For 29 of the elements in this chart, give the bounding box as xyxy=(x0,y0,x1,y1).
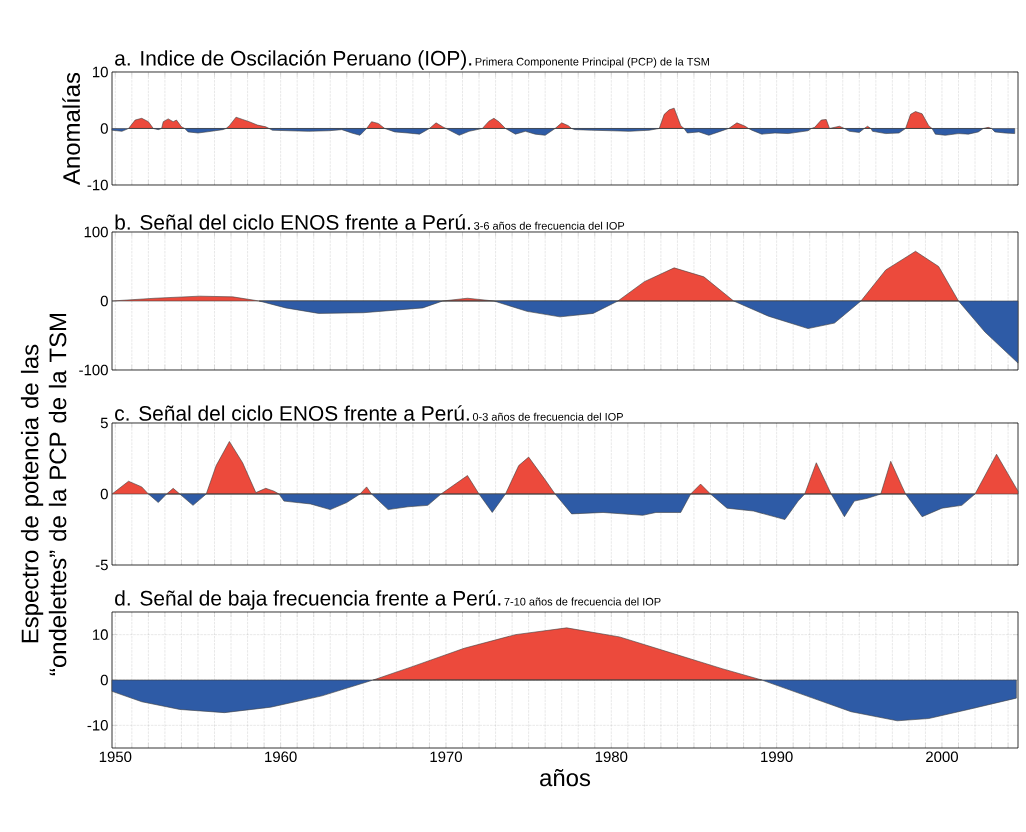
y-tick-label: 0 xyxy=(100,123,108,134)
y-tick-label: 100 xyxy=(84,226,108,238)
chart-title: a. Indice de Oscilación Peruano (IOP). xyxy=(115,50,472,70)
y-tick-label: -100 xyxy=(79,364,108,376)
y-tick-label: -10 xyxy=(87,179,108,191)
x-axis-title: años xyxy=(540,768,591,787)
y-tick-label: 10 xyxy=(93,66,108,78)
y-tick-label: 0 xyxy=(100,674,108,686)
y-tick-label: -5 xyxy=(95,559,108,571)
y-tick-label: 0 xyxy=(100,488,108,500)
chart-title: d. Señal de baja frecuencia frente a Perú. xyxy=(115,590,501,610)
y-tick-label: 0 xyxy=(100,295,108,307)
y-tick-label: -10 xyxy=(87,720,108,731)
x-tick-label: 1990 xyxy=(761,751,793,763)
chart-title: c. Señal del ciclo ENOS frente a Perú. xyxy=(115,405,469,421)
y-tick-label: 10 xyxy=(93,629,108,640)
chart-subtitle: 3-6 años de frecuencia del IOP xyxy=(474,221,625,230)
y-axis-title: Anomalías xyxy=(62,72,81,185)
chart-title: b. Señal del ciclo ENOS frente a Perú. xyxy=(115,214,471,230)
y-axis-title: Espectro de potencia de las “ondelettes” de la PCP de la TSM xyxy=(20,313,67,676)
chart-subtitle: 7-10 años de frecuencia del IOP xyxy=(504,597,661,606)
chart-subtitle: 0-3 años de frecuencia del IOP xyxy=(472,412,623,421)
x-tick-label: 1980 xyxy=(595,751,628,763)
x-tick-label: 1970 xyxy=(430,751,462,763)
x-tick-label: 2000 xyxy=(926,751,958,763)
x-tick-label: 1950 xyxy=(99,751,132,763)
chart-subtitle: Primera Componente Principal (PCP) de la TSM xyxy=(475,57,709,68)
y-tick-label: 5 xyxy=(100,417,108,429)
x-tick-label: 1960 xyxy=(265,751,297,763)
